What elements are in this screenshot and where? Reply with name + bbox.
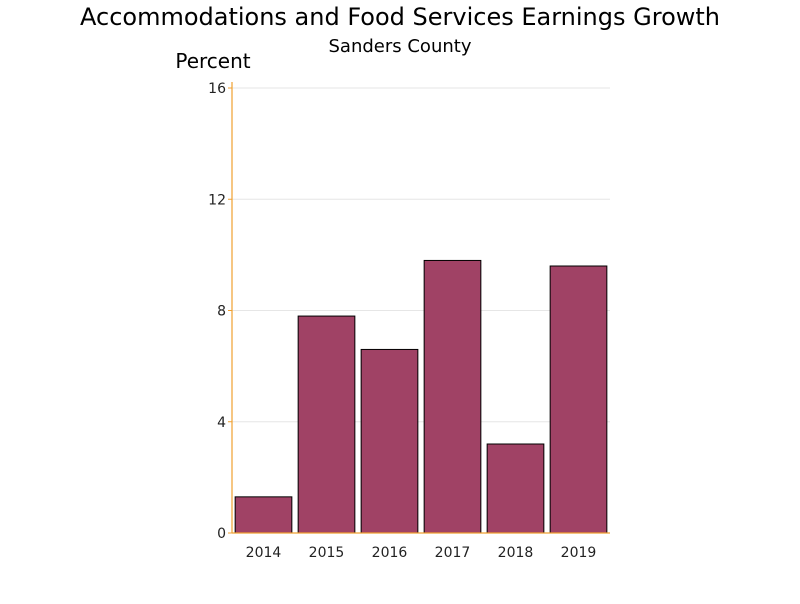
- bar-2019: [549, 265, 608, 534]
- x-tick-layer: 2014 2015 2016 2017 2018 2019: [246, 545, 597, 561]
- x-tick-label: 2019: [561, 545, 597, 561]
- bar-2018: [486, 443, 545, 534]
- y-tick-label: 16: [208, 81, 226, 97]
- x-tick-label: 2015: [309, 545, 345, 561]
- bar-2016: [360, 348, 419, 534]
- x-tick-label: 2014: [246, 545, 282, 561]
- y-tick-label: 8: [217, 304, 226, 320]
- chart-subtitle: Sanders County: [329, 36, 472, 57]
- y-tick-label: 4: [217, 415, 226, 431]
- y-tick-layer: 0 4 8 12 16: [208, 81, 232, 542]
- y-axis-label: Percent: [175, 49, 250, 73]
- bar-2014: [234, 496, 293, 534]
- y-tick-label: 12: [208, 192, 226, 208]
- bar-layer: [234, 259, 608, 534]
- x-tick-label: 2018: [498, 545, 534, 561]
- bar-2015: [297, 315, 356, 534]
- chart-title: Accommodations and Food Services Earning…: [80, 3, 720, 31]
- y-tick-label: 0: [217, 526, 226, 542]
- x-tick-label: 2017: [435, 545, 471, 561]
- bar-2017: [423, 259, 482, 534]
- axis-layer: [231, 82, 610, 534]
- x-tick-label: 2016: [372, 545, 408, 561]
